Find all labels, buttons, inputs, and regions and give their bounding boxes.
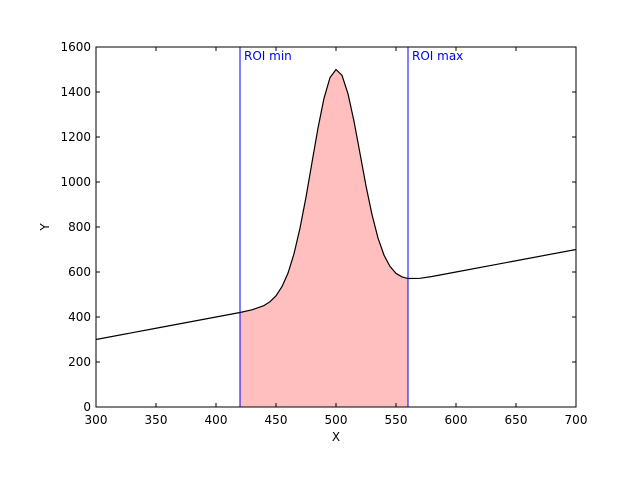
x-tick-label: 700 bbox=[565, 413, 588, 427]
y-tick-label: 200 bbox=[68, 355, 91, 369]
y-tick-label: 1200 bbox=[60, 130, 91, 144]
x-tick-label: 350 bbox=[145, 413, 168, 427]
y-tick-label: 1400 bbox=[60, 85, 91, 99]
x-tick-label: 600 bbox=[445, 413, 468, 427]
x-tick-label: 400 bbox=[205, 413, 228, 427]
x-tick-label: 550 bbox=[385, 413, 408, 427]
roi-max-label: ROI max bbox=[412, 49, 463, 63]
y-tick-label: 1600 bbox=[60, 40, 91, 54]
roi-min-label: ROI min bbox=[244, 49, 292, 63]
x-tick-label: 450 bbox=[265, 413, 288, 427]
roi-fill-area bbox=[240, 69, 408, 407]
x-axis-label: X bbox=[332, 430, 340, 444]
y-tick-label: 400 bbox=[68, 310, 91, 324]
x-tick-label: 500 bbox=[325, 413, 348, 427]
y-tick-label: 600 bbox=[68, 265, 91, 279]
x-tick-label: 650 bbox=[505, 413, 528, 427]
y-tick-label: 800 bbox=[68, 220, 91, 234]
data-series-line bbox=[95, 68, 577, 341]
y-tick-label: 0 bbox=[83, 400, 91, 414]
y-tick-label: 1000 bbox=[60, 175, 91, 189]
y-axis-label: Y bbox=[38, 223, 52, 232]
x-tick-label: 300 bbox=[85, 413, 108, 427]
